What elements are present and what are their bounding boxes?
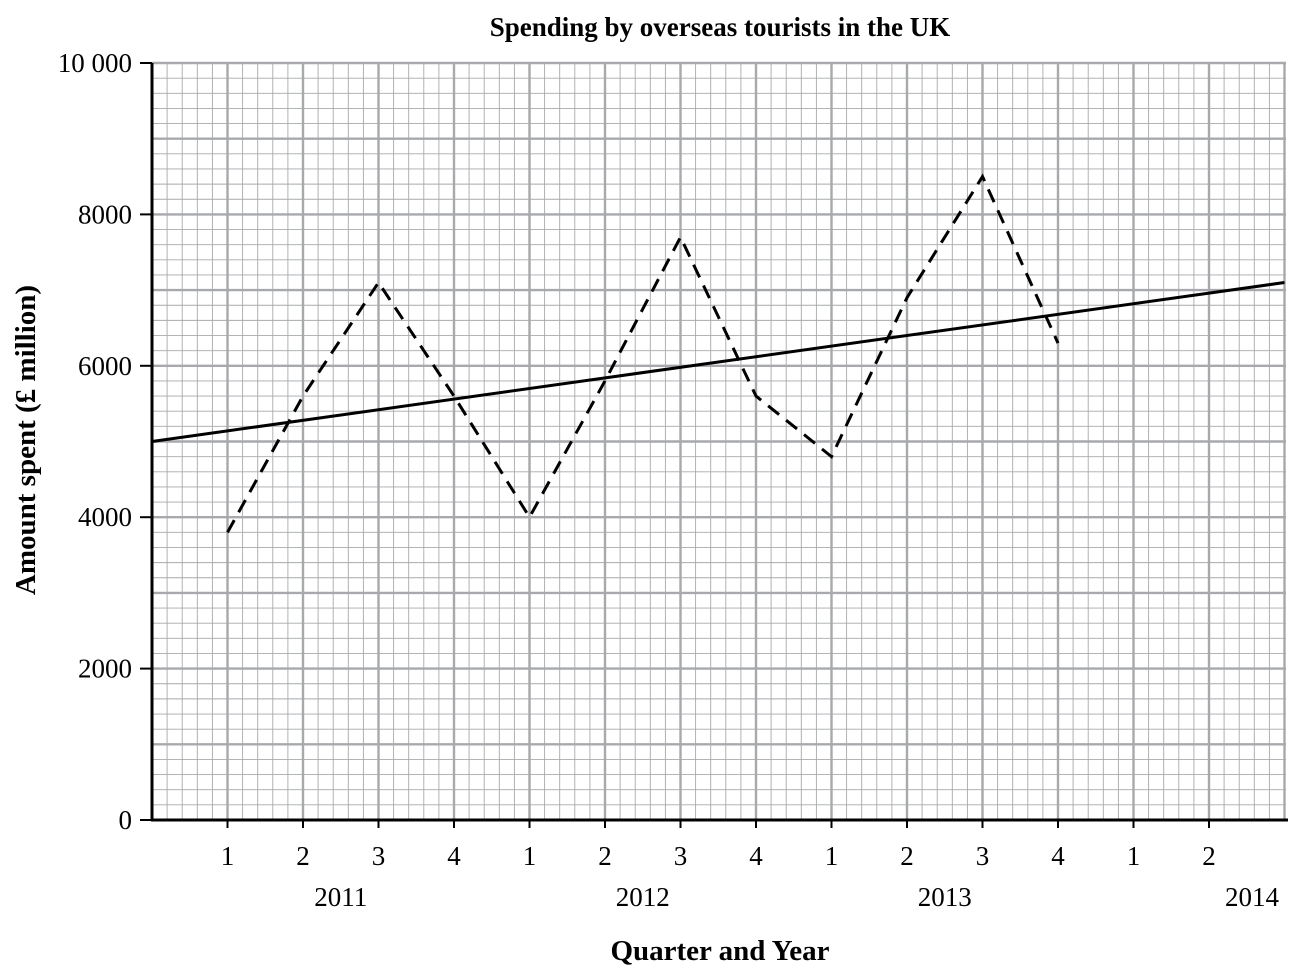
y-tick-label: 8000 xyxy=(78,199,132,229)
x-tick-label: 4 xyxy=(749,841,763,871)
x-tick-label: 1 xyxy=(825,841,839,871)
trend-line xyxy=(152,283,1285,442)
year-label: 2012 xyxy=(616,882,670,912)
x-tick-label: 1 xyxy=(221,841,235,871)
x-tick-label: 2 xyxy=(1202,841,1216,871)
y-axis-title: Amount spent (£ million) xyxy=(10,285,42,595)
x-tick-label: 3 xyxy=(674,841,688,871)
grid xyxy=(152,63,1286,820)
x-tick-label: 3 xyxy=(372,841,386,871)
axes xyxy=(140,63,1288,828)
year-label: 2013 xyxy=(918,882,972,912)
x-axis-title: Quarter and Year xyxy=(610,935,829,965)
labels: Spending by overseas tourists in the UK … xyxy=(10,12,1280,965)
y-tick-label: 10 000 xyxy=(58,48,132,78)
x-tick-label: 4 xyxy=(1051,841,1065,871)
y-tick-label: 6000 xyxy=(78,351,132,381)
x-tick-label: 1 xyxy=(523,841,537,871)
x-tick-label: 2 xyxy=(296,841,310,871)
y-tick-label: 2000 xyxy=(78,654,132,684)
x-tick-label: 3 xyxy=(976,841,990,871)
chart-title: Spending by overseas tourists in the UK xyxy=(490,12,951,42)
y-tick-label: 0 xyxy=(119,805,133,835)
year-label: 2011 xyxy=(314,882,367,912)
x-tick-label: 2 xyxy=(598,841,612,871)
x-tick-label: 1 xyxy=(1127,841,1141,871)
y-tick-label: 4000 xyxy=(78,502,132,532)
x-tick-label: 4 xyxy=(447,841,461,871)
x-tick-label: 2 xyxy=(900,841,914,871)
year-label: 2014 xyxy=(1225,882,1280,912)
